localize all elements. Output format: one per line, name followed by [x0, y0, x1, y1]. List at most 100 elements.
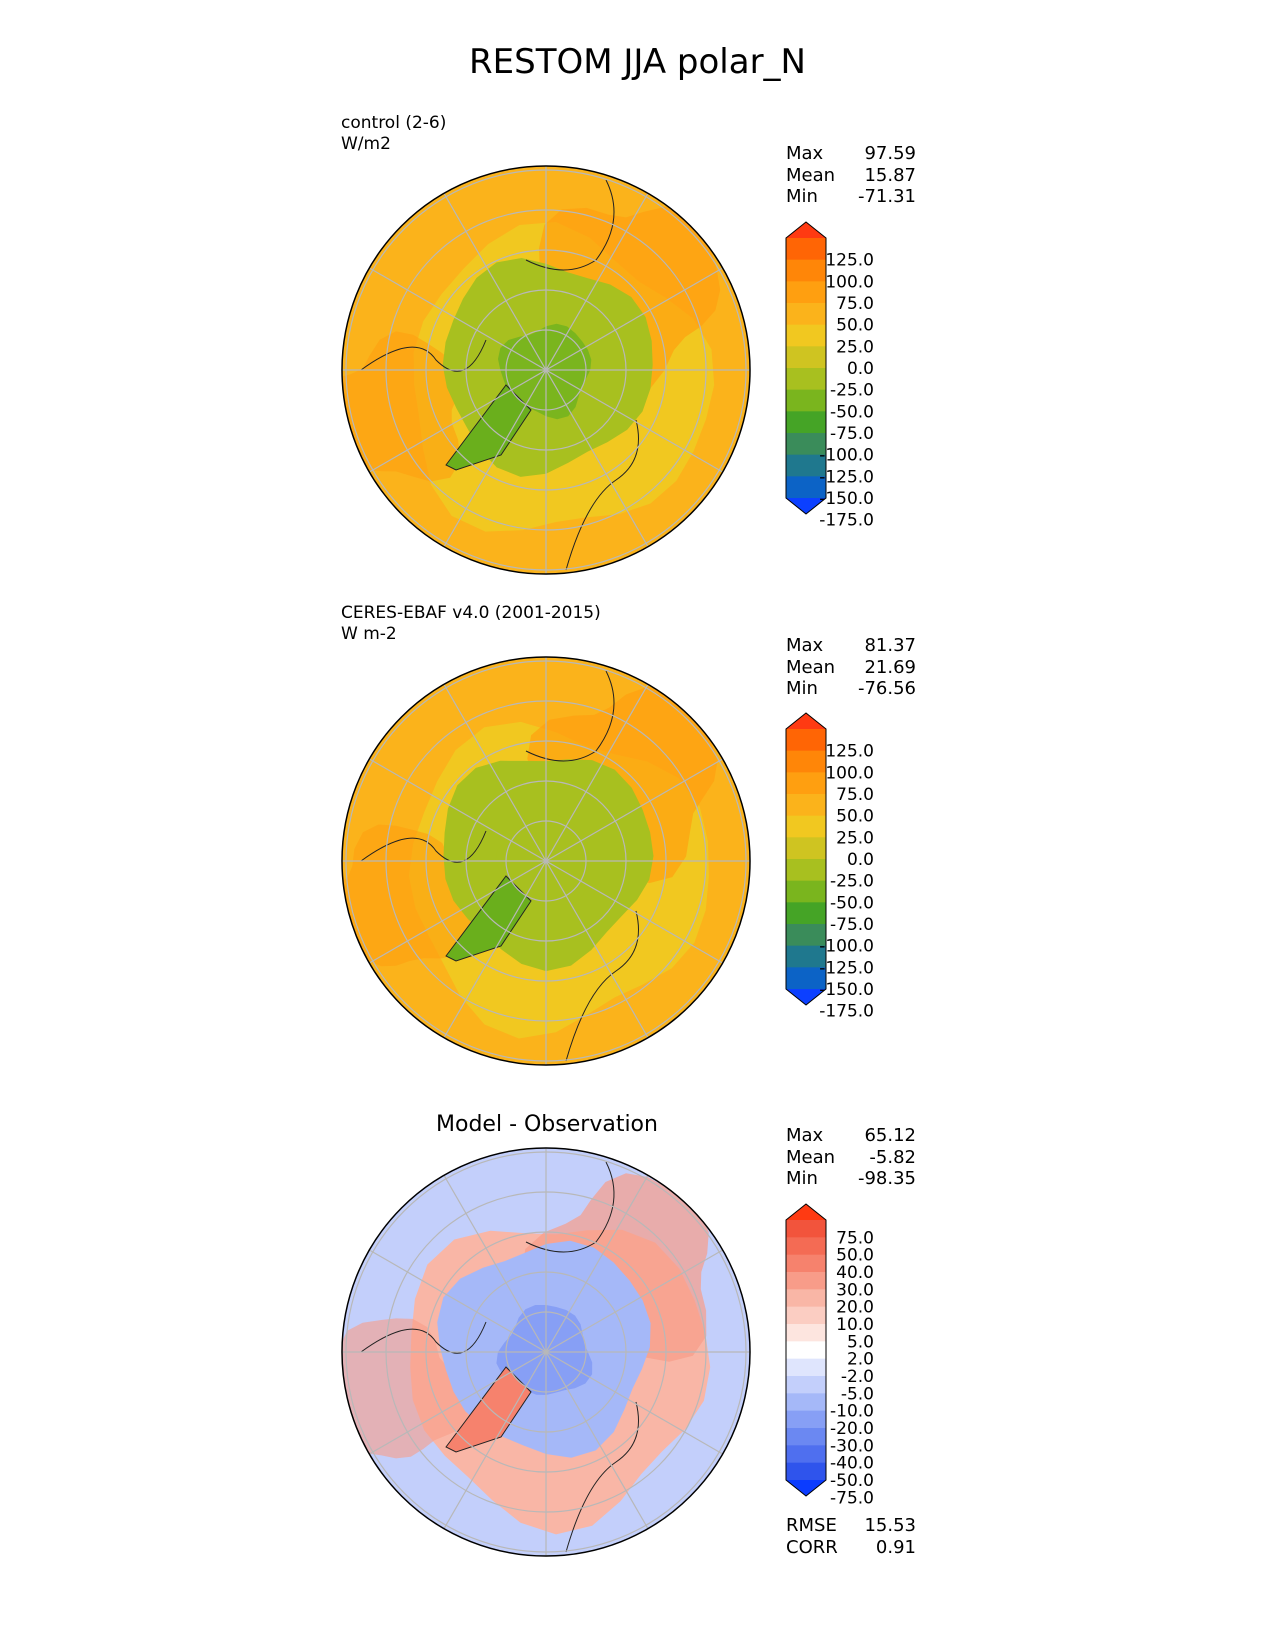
colorbar-tick-label: -75.0: [830, 1488, 874, 1508]
colorbar-extend-min: [786, 498, 826, 514]
colorbar-tick-label: -25.0: [830, 381, 874, 401]
colorbar-segment: [786, 1445, 826, 1464]
stat-name: Max: [786, 1125, 824, 1146]
latitude-circle: [465, 289, 627, 451]
longitude-line: [443, 684, 649, 1038]
latitude-circle: [385, 1191, 707, 1513]
field-mid-band: [410, 1229, 711, 1535]
colorbar-tick-label: -125.0: [819, 467, 874, 487]
field-warm-region: [539, 206, 721, 398]
colorbar-segment: [786, 750, 826, 773]
colorbar-tick-label: -25.0: [830, 872, 874, 892]
colorbar-segment: [786, 1289, 826, 1308]
colorbar-outline: [785, 1203, 827, 1497]
colorbar-tick-label: 20.0: [836, 1298, 874, 1318]
units-label: W m-2: [341, 624, 397, 644]
colorbar-segment: [786, 389, 826, 412]
stat-value: -76.56: [857, 678, 916, 699]
field-warm-region: [342, 331, 461, 482]
map-field: [342, 1148, 750, 1556]
colorbar-tick-label: -175.0: [819, 511, 874, 531]
colorbar-segment: [786, 324, 826, 347]
colorbar-segment: [786, 902, 826, 925]
colorbar-segment: [786, 346, 826, 369]
colorbar-segment: [786, 859, 826, 882]
colorbar-segment: [786, 729, 826, 752]
colorbar-tick-label: 30.0: [836, 1280, 874, 1300]
longitude-line: [443, 1175, 649, 1529]
field-outer-band: [342, 657, 750, 1065]
colorbar-tick-label: 0.0: [847, 850, 874, 870]
stat-value: 15.87: [864, 164, 916, 186]
map-boundary: [341, 165, 751, 575]
latitude-circle: [345, 169, 747, 571]
field-warm-region: [527, 686, 718, 884]
longitude-line: [369, 267, 723, 473]
latitude-circle: [505, 329, 587, 411]
stat-name: Min: [786, 186, 818, 207]
latitude-circle: [385, 209, 707, 531]
colorbar-tick-label: -40.0: [830, 1454, 874, 1474]
colorbar-tick-label: 40.0: [836, 1263, 874, 1283]
colorbar-tick-label: -100.0: [819, 446, 874, 466]
colorbar-tick-label: 125.0: [825, 251, 874, 271]
latitude-circle: [345, 1151, 747, 1553]
latitude-circle: [505, 820, 587, 902]
colorbar-segment: [786, 476, 826, 499]
colorbar-segment: [786, 1341, 826, 1360]
stat-value: -5.82: [869, 1146, 916, 1168]
coastline-canada: [360, 830, 487, 863]
latitude-circle: [505, 1311, 587, 1393]
coastline-canada: [360, 1321, 487, 1354]
colorbar-tick-label: -150.0: [819, 980, 874, 1000]
colorbar-extend-max: [786, 1204, 826, 1220]
colorbar-segment: [786, 880, 826, 903]
greenland-region: [446, 1367, 531, 1452]
latitude-circle: [425, 1231, 667, 1473]
colorbar-tick-label: -150.0: [819, 489, 874, 509]
coastline-greenland: [445, 875, 532, 962]
panel-label: control (2-6) W/m2: [341, 113, 446, 155]
field-warm-region: [342, 824, 474, 967]
colorbar-segment: [786, 368, 826, 391]
colorbar-segment: [786, 1254, 826, 1273]
coastline-greenland: [445, 384, 532, 471]
colorbar-segment: [786, 1428, 826, 1446]
greenland-region: [446, 385, 531, 470]
colorbar-tick-label: -75.0: [830, 915, 874, 935]
latitude-circle: [425, 249, 667, 491]
longitude-line: [443, 684, 649, 1038]
longitude-line: [443, 1175, 649, 1529]
field-arctic-region: [443, 759, 654, 972]
longitude-line: [443, 193, 649, 547]
colorbar-segment: [786, 815, 826, 838]
colorbar-segment: [786, 1410, 826, 1429]
stats-block: Max 97.59 Mean 15.87 Min -71.31: [786, 143, 916, 208]
stat-name: Mean: [786, 164, 836, 186]
colorbar-outline: [785, 712, 827, 1006]
latitude-circle: [425, 740, 667, 982]
stat-value: 0.91: [875, 1536, 916, 1558]
colorbar-segment: [786, 281, 826, 304]
field-polar-core: [496, 1305, 593, 1395]
latitude-circle: [465, 1271, 627, 1433]
coastline-scandinavia: [565, 419, 639, 571]
colorbar-tick-label: 75.0: [836, 1228, 874, 1248]
colorbar-tick-label: -175.0: [819, 1002, 874, 1022]
colorbar-tick-label: -2.0: [841, 1367, 874, 1387]
stat-name: Mean: [786, 656, 836, 678]
colorbar-tick-label: -10.0: [830, 1402, 874, 1422]
field-warm-region: [342, 1318, 481, 1459]
colorbar-tick-label: -20.0: [830, 1419, 874, 1439]
colorbar-segment: [786, 1272, 826, 1290]
latitude-circle: [465, 780, 627, 942]
colorbar-tick-label: 100.0: [825, 272, 874, 292]
colorbar-segment: [786, 433, 826, 456]
dataset-name: CERES-EBAF v4.0 (2001-2015): [341, 603, 601, 623]
field-outer-band: [342, 166, 750, 574]
colorbar-tick-label: -75.0: [830, 424, 874, 444]
